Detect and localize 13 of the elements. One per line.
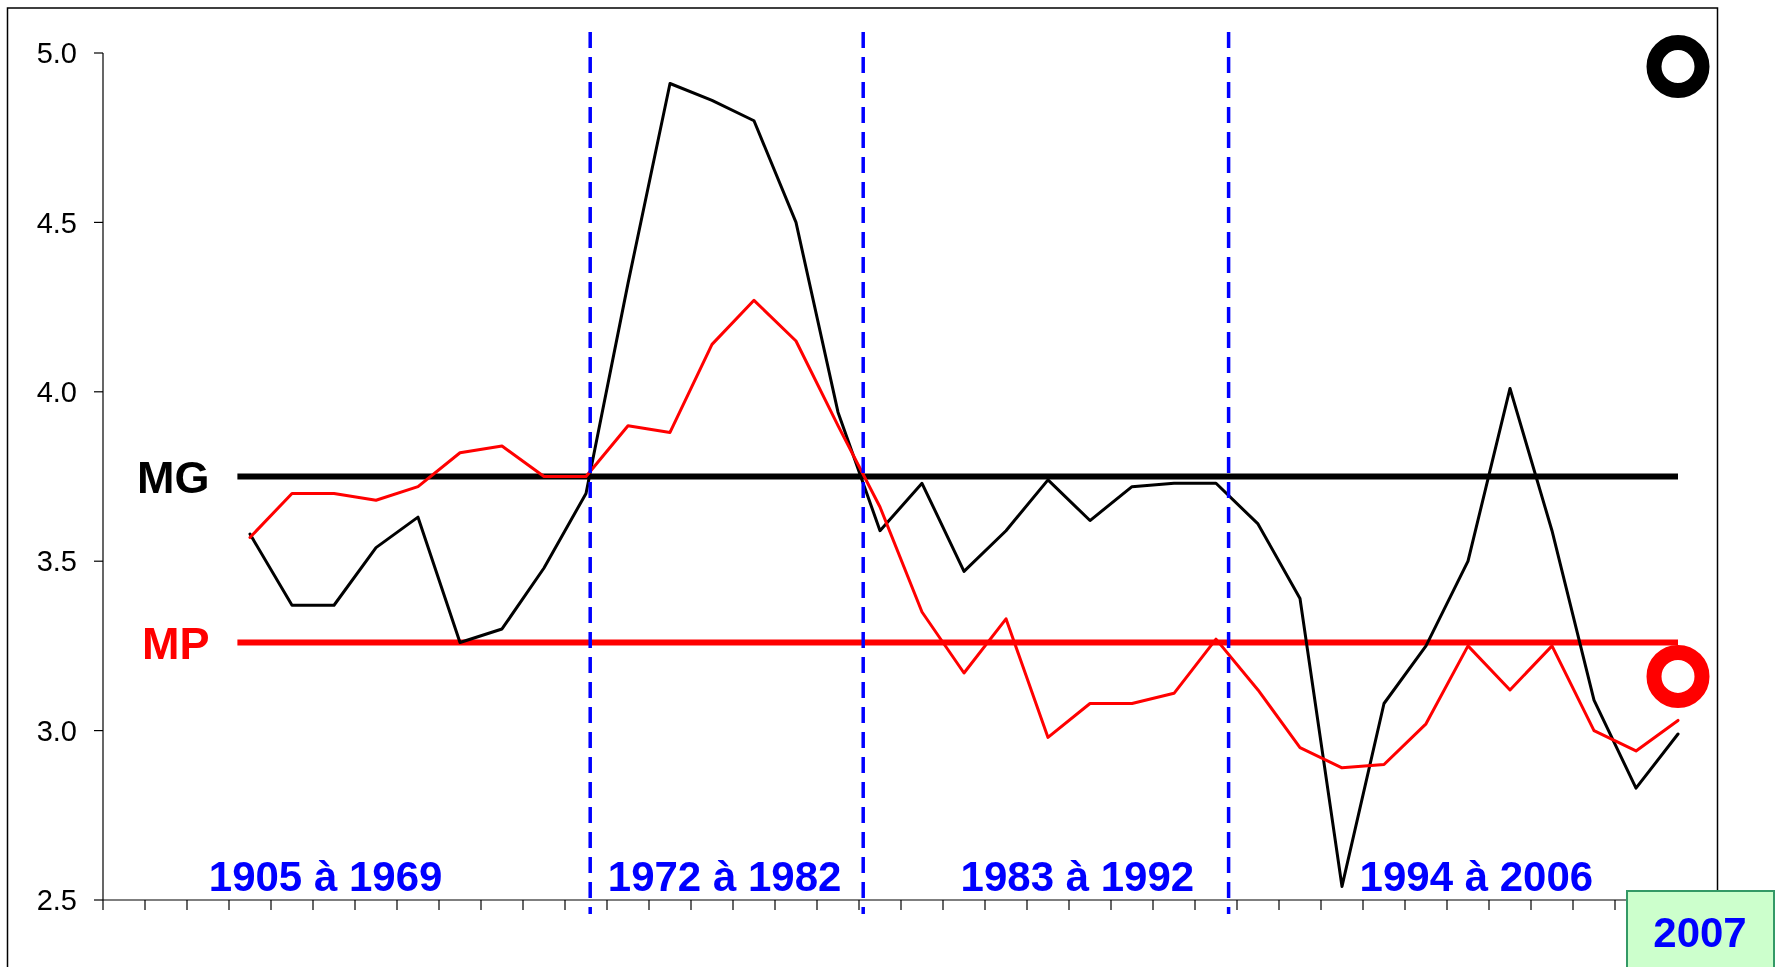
ref-line-label: MP	[141, 617, 210, 669]
y-tick-label: 4.0	[36, 375, 77, 408]
annotation: 1972 à 1982	[607, 853, 842, 900]
annotation: 1983 à 1992	[960, 853, 1195, 900]
text: 2007	[1653, 909, 1747, 956]
y-tick-label: 2.5	[36, 884, 77, 917]
annotation: 1994 à 2006	[1359, 853, 1594, 900]
y-tick-label: 5.0	[36, 37, 77, 70]
annotation: 1905 à 1969	[208, 853, 443, 900]
y-tick-label: 4.5	[36, 206, 77, 239]
y-tick-label: 3.0	[36, 714, 77, 747]
y-tick-label: 3.5	[36, 545, 77, 578]
ref-line-label: MG	[136, 451, 210, 503]
